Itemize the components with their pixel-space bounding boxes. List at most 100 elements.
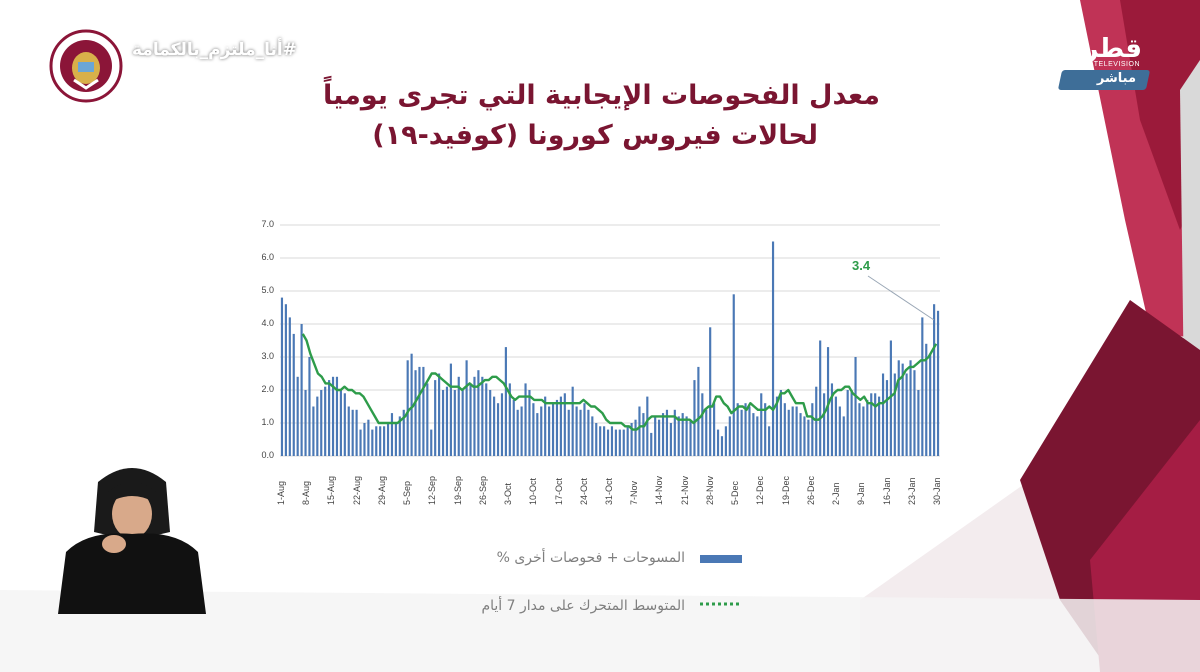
bar <box>654 416 657 456</box>
bar <box>386 423 390 456</box>
bar <box>288 317 291 456</box>
bar <box>862 406 865 456</box>
x-tick-label: 26-Sep <box>477 475 488 505</box>
bar <box>504 347 507 456</box>
bar <box>650 432 653 456</box>
bar <box>438 373 441 456</box>
bar <box>736 403 739 456</box>
bar <box>583 403 586 456</box>
bar <box>292 333 295 456</box>
bar <box>921 317 924 456</box>
bar <box>375 426 378 456</box>
bar <box>795 406 798 456</box>
bar <box>925 343 928 456</box>
bar <box>658 419 661 456</box>
x-tick-label: 1-Aug <box>276 480 286 505</box>
bar <box>571 386 574 456</box>
bar <box>508 383 511 456</box>
bar <box>665 409 669 456</box>
bar <box>434 380 437 456</box>
bar <box>885 380 889 456</box>
bar <box>445 386 449 456</box>
bar <box>465 360 468 456</box>
bar <box>846 390 849 456</box>
chart-title-line2: لحالات فيروس كورونا (كوفيد-١٩) <box>372 120 818 151</box>
bar <box>347 406 350 456</box>
bar <box>414 370 417 456</box>
bar <box>850 390 853 456</box>
bar <box>775 396 779 456</box>
bar <box>823 393 826 456</box>
bar <box>826 347 830 456</box>
bar <box>854 357 857 456</box>
bar <box>441 390 445 456</box>
x-tick-label: 7-Nov <box>629 480 640 505</box>
y-tick-label: 4.0 <box>261 318 274 328</box>
bar <box>697 366 700 456</box>
bar <box>929 353 932 456</box>
moving-average-series <box>301 333 938 431</box>
bar <box>461 390 464 456</box>
bar <box>512 399 515 456</box>
bar <box>936 310 940 456</box>
x-tick-label: 21-Nov <box>679 475 690 505</box>
x-tick-label: 31-Oct <box>604 477 614 505</box>
bar <box>351 409 354 456</box>
bar <box>673 409 676 456</box>
chart-title-line1: معدل الفحوصات الإيجابية التي تجرى يومياً <box>323 80 880 111</box>
bar <box>359 429 362 456</box>
bar <box>642 413 645 456</box>
bar <box>819 340 822 456</box>
bar <box>889 340 892 456</box>
x-tick-label: 19-Dec <box>780 475 791 505</box>
bar <box>343 393 346 456</box>
bar <box>367 419 370 456</box>
annotation-arrow <box>867 275 935 321</box>
bar-series <box>280 241 940 456</box>
bar <box>426 383 429 456</box>
bar <box>304 390 307 456</box>
bar <box>280 297 284 456</box>
bar <box>331 376 335 456</box>
bar <box>768 426 771 456</box>
bar <box>430 429 433 456</box>
bar <box>324 386 327 456</box>
x-tick-label: 28-Nov <box>704 475 715 505</box>
bar <box>312 406 315 456</box>
y-tick-label: 3.0 <box>261 351 274 361</box>
bar <box>555 399 559 456</box>
bar <box>316 396 319 456</box>
bar <box>371 429 374 456</box>
bar <box>720 436 724 456</box>
channel-logo-subtitle: TELEVISION <box>1093 61 1140 68</box>
bar <box>917 390 920 456</box>
bar <box>685 416 688 456</box>
x-tick-label: 2-Jan <box>831 482 842 505</box>
bar <box>874 393 877 456</box>
moving-average-line <box>301 333 938 431</box>
bar <box>418 366 421 456</box>
bar <box>803 416 806 456</box>
bar <box>473 376 476 456</box>
bar <box>489 390 492 456</box>
bar <box>284 304 287 456</box>
bar <box>379 426 382 456</box>
bar <box>422 366 425 456</box>
legend-line-label: المتوسط المتحرك على مدار 7 أيام <box>481 598 685 614</box>
bar <box>363 423 366 456</box>
bar <box>870 393 873 456</box>
bar <box>532 403 535 456</box>
x-tick-label: 26-Dec <box>805 475 816 505</box>
bar <box>858 403 861 456</box>
x-tick-label: 29-Aug <box>376 475 387 505</box>
y-tick-label: 0.0 <box>261 450 274 460</box>
bar <box>681 413 684 456</box>
x-tick-label: 10-Oct <box>528 477 539 505</box>
bar <box>866 399 869 456</box>
bar <box>771 241 775 456</box>
x-tick-label: 12-Sep <box>427 475 438 505</box>
bar <box>830 383 834 456</box>
channel-logo: قطر <box>1083 34 1142 64</box>
bar <box>516 409 519 456</box>
bar <box>909 360 912 456</box>
